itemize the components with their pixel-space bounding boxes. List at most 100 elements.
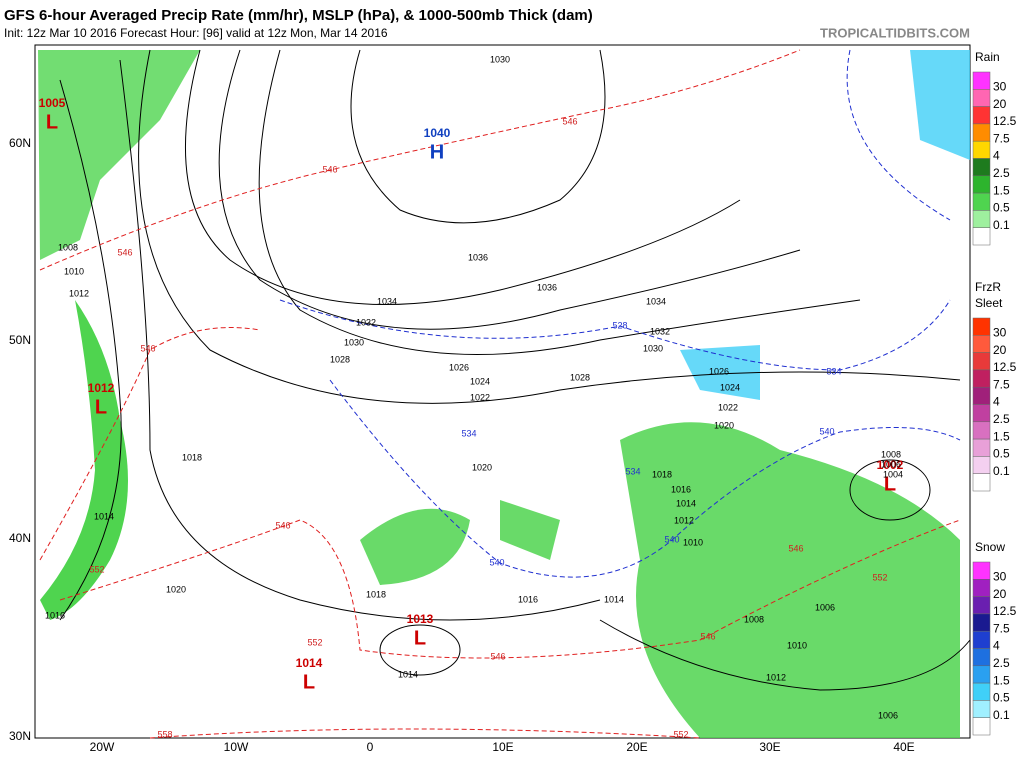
- isobar-label: 1024: [470, 376, 490, 386]
- thickness-label: 534: [625, 466, 640, 476]
- legend-tick: 7.5: [993, 377, 1010, 391]
- isobar-label: 1026: [449, 362, 469, 372]
- legend-tick: 7.5: [993, 621, 1010, 635]
- legend-tick: 12.5: [993, 114, 1017, 128]
- isobar-label: 1032: [650, 326, 670, 336]
- legend-tick: 1.5: [993, 673, 1010, 687]
- legend-tick: 0.5: [993, 447, 1010, 461]
- isobar-label: 1006: [815, 602, 835, 612]
- legend-tick: 20: [993, 97, 1007, 111]
- thickness-label: 546: [562, 116, 577, 126]
- legend-tick: 12.5: [993, 360, 1017, 374]
- legend-title: FrzR: [975, 280, 1001, 294]
- center-symbol: L: [303, 671, 315, 693]
- legend-swatch: [972, 71, 991, 90]
- thickness-label: 540: [664, 534, 679, 544]
- thickness-label: 546: [275, 520, 290, 530]
- legend-tick: 0.1: [993, 708, 1010, 722]
- legend-tick: 0.5: [993, 691, 1010, 705]
- lon-label: 40E: [893, 740, 914, 754]
- thickness-label: 552: [307, 637, 322, 647]
- isobar-label: 1020: [166, 584, 186, 594]
- thickness-label: 546: [788, 543, 803, 553]
- isobar-label: 1018: [182, 452, 202, 462]
- isobar-label: 1030: [344, 337, 364, 347]
- center-value: 1002: [877, 458, 904, 472]
- legend-swatch: [972, 682, 991, 701]
- legend-swatch: [972, 227, 991, 246]
- isobar-label: 1014: [676, 498, 696, 508]
- legend-tick: 4: [993, 149, 1000, 163]
- thickness-label: 546: [322, 164, 337, 174]
- isobar-label: 1004: [883, 469, 903, 479]
- legend-swatch: [972, 369, 991, 388]
- legend-swatch: [972, 386, 991, 405]
- isobar-label: 1026: [709, 366, 729, 376]
- legend-tick: 0.1: [993, 218, 1010, 232]
- center-symbol: H: [430, 141, 444, 163]
- legend-tick: 30: [993, 79, 1007, 93]
- thickness-label: 528: [612, 320, 627, 330]
- isobars: [59, 49, 971, 691]
- precip: [680, 345, 760, 400]
- legend-tick: 2.5: [993, 166, 1010, 180]
- lon-label: 10W: [224, 740, 249, 754]
- legend-tick: 7.5: [993, 131, 1010, 145]
- legend-tick: 2.5: [993, 412, 1010, 426]
- legend-swatch: [972, 421, 991, 440]
- legend-swatch: [972, 89, 991, 107]
- thickness-label: 558: [157, 729, 172, 739]
- center-value: 1012: [88, 381, 115, 395]
- legend-swatch: [972, 456, 991, 474]
- legend-tick: 2.5: [993, 656, 1010, 670]
- isobar-label: 1008: [744, 614, 764, 624]
- legend-swatch: [972, 665, 991, 684]
- legend-tick: 12.5: [993, 604, 1017, 618]
- isobar-label: 1022: [470, 392, 490, 402]
- center-symbol: L: [884, 473, 896, 495]
- isobar-label: 1008: [881, 449, 901, 459]
- legend-swatch: [972, 630, 991, 649]
- thickness-label: 534: [461, 428, 476, 438]
- thickness-label: 552: [673, 729, 688, 739]
- isobar-label: 1014: [604, 594, 624, 604]
- isobar-label: 1014: [398, 669, 418, 679]
- isobar-label: 1020: [472, 462, 492, 472]
- legend-swatch: [972, 717, 991, 736]
- thickness-label: 546: [140, 343, 155, 353]
- isobar-label: 1032: [356, 317, 376, 327]
- center-value: 1014: [296, 656, 323, 670]
- isobar-label: 1024: [720, 382, 740, 392]
- isobar-label: 1028: [330, 354, 350, 364]
- legend-tick: 0.1: [993, 464, 1010, 478]
- isobar-label: 1036: [468, 252, 488, 262]
- legend-swatch: [972, 123, 991, 142]
- thickness-label: 552: [872, 572, 887, 582]
- legend-title: Sleet: [975, 296, 1003, 310]
- legend-swatch: [972, 613, 991, 632]
- isobar-label: 1028: [570, 372, 590, 382]
- lon-label: 30E: [759, 740, 780, 754]
- legend-tick: 4: [993, 395, 1000, 409]
- precip: [500, 500, 560, 560]
- isobar-label: 1020: [714, 420, 734, 430]
- legend-swatch: [972, 175, 991, 194]
- legend-tick: 20: [993, 343, 1007, 357]
- isobar-label: 1036: [537, 282, 557, 292]
- precip: [910, 50, 970, 160]
- center-symbol: L: [95, 396, 107, 418]
- isobar-label: 1012: [69, 288, 89, 298]
- legend-tick: 4: [993, 639, 1000, 653]
- isobar-label: 1012: [674, 515, 694, 525]
- legend-swatch: [972, 473, 991, 492]
- lon-label: 10E: [492, 740, 513, 754]
- isobar-label: 1008: [58, 242, 78, 252]
- legend-swatch: [972, 192, 991, 211]
- lon-label: 20W: [90, 740, 115, 754]
- legend-tick: 30: [993, 569, 1007, 583]
- lat-label: 30N: [9, 729, 31, 743]
- isobar-label: 1030: [643, 343, 663, 353]
- isobar-label: 1016: [671, 484, 691, 494]
